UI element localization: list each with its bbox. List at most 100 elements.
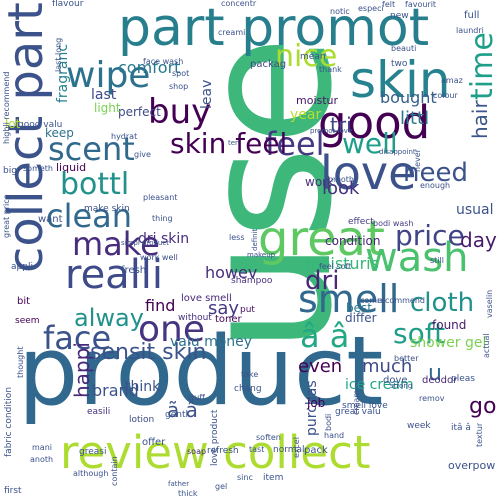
word-soft: soft: [393, 317, 446, 350]
word-disappoint: disappoint: [379, 148, 416, 156]
word-job: job: [307, 396, 326, 410]
word-creami: creami: [218, 28, 246, 37]
word-greasi: greasi: [79, 447, 107, 457]
word-shop: shop: [169, 82, 189, 91]
word-laundri: laundri: [456, 26, 484, 35]
word-word-31: â â: [300, 317, 350, 355]
word-two: two: [391, 59, 408, 69]
word-easili: easili: [87, 407, 111, 417]
word-make: make: [72, 225, 160, 263]
word-recommend: recommend: [377, 296, 425, 305]
word-take: take: [241, 370, 259, 379]
word-realli: realli: [65, 252, 164, 298]
word-want: want: [38, 214, 63, 225]
word-one: one: [138, 309, 205, 350]
word-great-price: great price: [2, 194, 11, 238]
word-highli-recommend: highli recommend: [2, 71, 11, 144]
word-well: well: [342, 127, 398, 160]
word-found: found: [432, 318, 467, 332]
word-packag: packag: [250, 59, 287, 70]
word-love-product: love product: [210, 409, 220, 466]
word-littl: littl: [400, 108, 430, 129]
word-lotion: lotion: [129, 415, 155, 425]
word-mani: mani: [32, 443, 52, 452]
word-hair: hair: [468, 100, 492, 139]
word-thank: thank: [319, 65, 342, 74]
word-although: although: [73, 469, 109, 478]
word-chang: chang: [234, 384, 262, 394]
word-nice: nice: [275, 39, 338, 74]
word-dri-skin: dri skin: [138, 231, 190, 247]
word-bit: bit: [17, 296, 31, 307]
word-notic: notic: [330, 7, 350, 16]
word-u: u: [428, 361, 442, 386]
word-promot-love: promot love: [310, 127, 353, 135]
word-normal: normal: [273, 445, 305, 455]
word-shower-gel: shower gel: [410, 335, 487, 351]
word-need: need: [403, 158, 468, 188]
word-cloth: cloth: [410, 288, 475, 318]
word-overpow: overpow: [448, 459, 496, 472]
word-ice-cream: ice cream: [345, 377, 414, 393]
word-put: put: [240, 305, 255, 315]
word-ten: ten: [228, 139, 240, 147]
word-anoth: anoth: [30, 455, 54, 464]
word-textur: textur: [475, 422, 484, 447]
word-excel: excel: [292, 437, 301, 458]
word-howev: howev: [205, 263, 258, 282]
word-good: good: [318, 96, 431, 149]
word-bodi-wash: bodi wash: [373, 219, 414, 228]
word-thick: thick: [178, 489, 198, 498]
word-felt: felt: [382, 0, 396, 9]
word-alway: alway: [74, 304, 144, 332]
word-buy: buy: [148, 92, 212, 132]
word-good-valu: good valu: [18, 120, 63, 130]
word-leav: leav: [199, 79, 215, 109]
word-even: even: [298, 356, 343, 377]
word-pleasant: pleasant: [143, 193, 178, 202]
word-father: father: [168, 480, 190, 488]
word-makeup: makeup: [247, 251, 276, 259]
word-product: product: [18, 317, 384, 427]
word-bottl: bottl: [60, 167, 130, 202]
word-pack: pack: [304, 445, 328, 456]
word-day: day: [460, 228, 497, 252]
word-refresh: refresh: [207, 446, 239, 456]
word-love: love: [320, 146, 417, 200]
word-great: great: [258, 211, 385, 267]
word-especi: especi: [358, 4, 384, 13]
word-it: itâ â: [451, 423, 471, 433]
word-bought: bought: [380, 88, 437, 107]
word-tast: tast: [249, 445, 265, 454]
word-soap: soap: [187, 447, 207, 456]
word-mean: mean: [300, 52, 326, 62]
word-remov: remov: [419, 394, 445, 403]
word-smooth: smooth: [324, 175, 354, 184]
word-review-collect: review collect: [60, 426, 371, 479]
word-usual: usual: [456, 202, 494, 218]
word-vaselin: vaselin: [485, 289, 494, 318]
word-go: go: [469, 394, 497, 419]
word-strong: strong: [390, 382, 413, 390]
word-love-smell: love smell: [181, 293, 232, 304]
word-item: item: [263, 473, 284, 483]
word-work-well: work well: [140, 253, 178, 262]
word-thing: thing: [152, 214, 173, 223]
word-toner: toner: [215, 314, 242, 325]
word-soften: soften: [256, 433, 281, 442]
word-say: say: [208, 298, 240, 319]
word-come: come: [360, 296, 383, 305]
word-great-valu: great valu: [335, 407, 381, 417]
word-look: look: [322, 178, 360, 199]
word-colour: colour: [433, 91, 458, 100]
word-moistur: moistur: [296, 94, 339, 107]
word-big: big: [3, 166, 17, 176]
word-definit: definit: [251, 228, 259, 251]
word-condition: condition: [325, 234, 381, 248]
word-clean: clean: [46, 197, 133, 235]
word-first: first: [4, 486, 22, 496]
word-new: new: [390, 11, 409, 21]
word-lot: lot: [5, 117, 21, 131]
word-wipe: wipe: [66, 55, 151, 96]
